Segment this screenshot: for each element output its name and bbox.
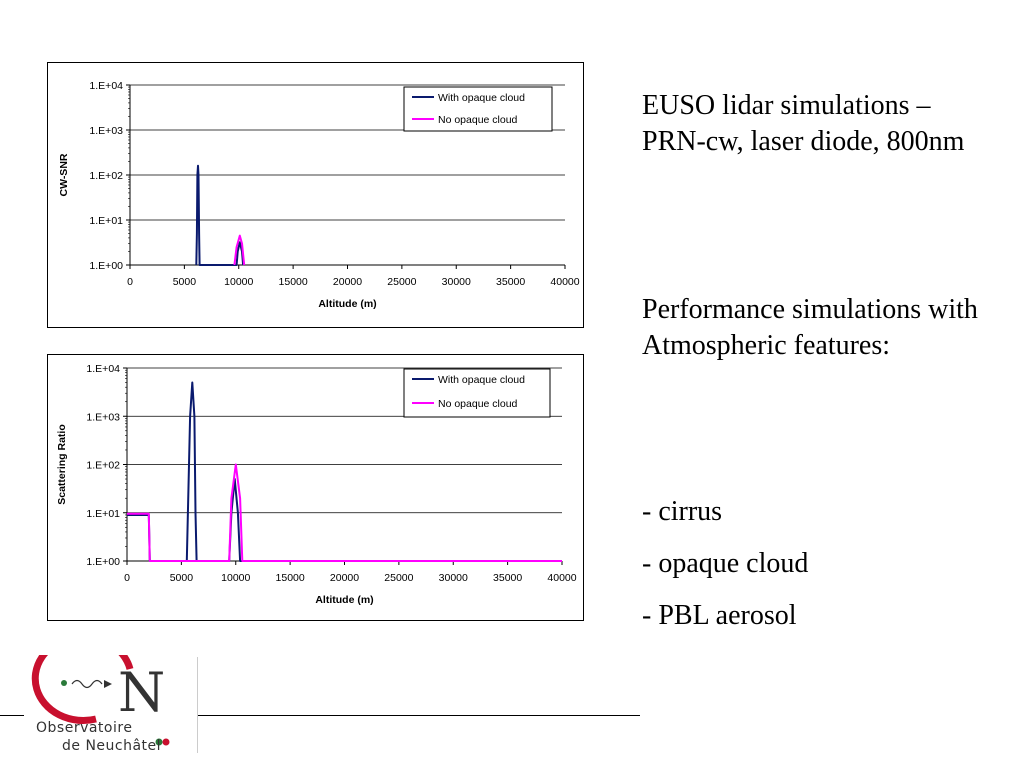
x-tick-label: 0 [124, 572, 130, 584]
series-line-no-opaque-cloud [233, 234, 246, 266]
y-tick-label: 1.E+02 [86, 460, 120, 472]
logo-text-line1: Observatoire [36, 720, 133, 736]
x-tick-label: 35000 [493, 572, 522, 584]
logo-text-line2: de Neuchâtel [62, 738, 162, 754]
feature-item: - opaque cloud [642, 548, 809, 580]
y-tick-label: 1.E+04 [89, 80, 123, 92]
x-tick-label: 5000 [173, 276, 197, 288]
x-tick-label: 40000 [547, 572, 576, 584]
performance-text-block: Performance simulations with Atmospheric… [642, 292, 1002, 365]
footer-rule-right [198, 715, 640, 716]
legend-label: With opaque cloud [438, 92, 525, 104]
x-tick-label: 0 [127, 276, 133, 288]
feature-item: - PBL aerosol [642, 600, 797, 632]
y-axis-title: Scattering Ratio [56, 424, 68, 505]
legend-label: No opaque cloud [438, 398, 518, 410]
x-tick-label: 30000 [439, 572, 468, 584]
series-line-with-opaque-cloud [195, 164, 245, 266]
performance-text: Performance simulations with Atmospheric… [642, 294, 978, 362]
x-tick-label: 10000 [221, 572, 250, 584]
logo-green-dot [61, 680, 67, 686]
legend-box [403, 368, 551, 418]
logo-wave [71, 679, 103, 689]
cw-snr-chart: 1.E+00 1.E+01 1.E+02 1.E+03 1.E+04 0 5000 10000… [47, 62, 584, 328]
logo-separator [197, 657, 198, 753]
x-tick-label: 35000 [496, 276, 525, 288]
x-tick-label: 5000 [170, 572, 194, 584]
intro-text-block: EUSO lidar simulations – PRN-cw, laser d… [642, 88, 982, 161]
y-tick-label: 1.E+03 [89, 125, 123, 137]
cw-snr-chart-svg: 1.E+00 1.E+01 1.E+02 1.E+03 1.E+04 0 5000 10000… [58, 80, 580, 310]
legend-box [403, 86, 553, 132]
x-axis-title: Altitude (m) [318, 298, 376, 310]
x-axis-title: Altitude (m) [315, 594, 373, 606]
y-tick-label: 1.E+01 [86, 508, 120, 520]
x-tick-label: 25000 [384, 572, 413, 584]
y-tick-label: 1.E+00 [86, 556, 120, 568]
legend-label: With opaque cloud [438, 374, 525, 386]
x-tick-label: 15000 [279, 276, 308, 288]
y-tick-label: 1.E+00 [89, 260, 123, 272]
logo-letter: N [118, 661, 165, 724]
features-list: - cirrus - opaque cloud - PBL aerosol [642, 496, 1002, 653]
observatoire-logo: N [31, 655, 170, 746]
x-tick-label: 20000 [333, 276, 362, 288]
scattering-ratio-chart: 1.E+00 1.E+01 1.E+02 1.E+03 1.E+04 0 5000 10000… [47, 354, 584, 621]
x-tick-label: 15000 [276, 572, 305, 584]
scattering-ratio-chart-svg: 1.E+00 1.E+01 1.E+02 1.E+03 1.E+04 0 5000 10000… [56, 363, 577, 606]
logo-red-arc [31, 655, 134, 724]
feature-item: - cirrus [642, 496, 723, 527]
y-axis-title: CW-SNR [58, 153, 70, 196]
x-tick-label: 10000 [224, 276, 253, 288]
footer-rule-left [0, 715, 24, 716]
legend-label: No opaque cloud [438, 114, 518, 126]
x-tick-label: 30000 [442, 276, 471, 288]
y-tick-label: 1.E+01 [89, 215, 123, 227]
logo-arrow [104, 680, 112, 688]
intro-text: EUSO lidar simulations – PRN-cw, laser d… [642, 90, 965, 158]
y-tick-label: 1.E+03 [86, 411, 120, 423]
x-tick-label: 25000 [387, 276, 416, 288]
series-line-no-opaque-cloud [127, 463, 562, 562]
x-tick-label: 20000 [330, 572, 359, 584]
y-tick-label: 1.E+04 [86, 363, 120, 375]
y-tick-label: 1.E+02 [89, 170, 123, 182]
x-tick-label: 40000 [550, 276, 579, 288]
